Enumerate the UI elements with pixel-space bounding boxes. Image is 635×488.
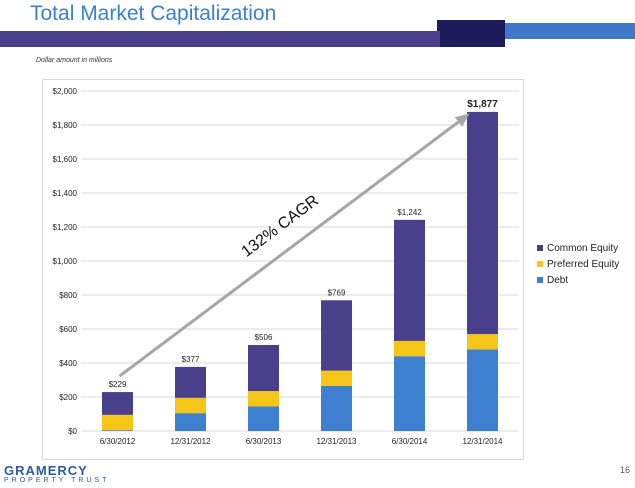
y-tick-label: $600 bbox=[59, 325, 77, 334]
y-tick-label: $0 bbox=[68, 427, 77, 436]
bar-total-label: $377 bbox=[182, 355, 200, 364]
y-tick-label: $1,200 bbox=[53, 223, 78, 232]
bar-total-label: $229 bbox=[109, 380, 127, 389]
legend-swatch-common-equity bbox=[537, 245, 543, 251]
logo-main-text: GRAMERCY bbox=[4, 463, 88, 478]
bar-total-label: $506 bbox=[255, 333, 273, 342]
chart-subtitle: Dollar amount in millions bbox=[36, 57, 113, 64]
x-tick-label: 12/31/2013 bbox=[316, 437, 357, 446]
legend-item-debt: Debt bbox=[537, 272, 619, 288]
bar-segment-debt bbox=[175, 413, 206, 431]
bar-segment-debt bbox=[321, 385, 352, 431]
bar-segment-preferred-equity bbox=[394, 340, 425, 357]
bar-segment-common-equity bbox=[321, 300, 352, 371]
legend-item-common-equity: Common Equity bbox=[537, 240, 619, 256]
bar-segment-debt bbox=[102, 430, 133, 431]
bar-segment-preferred-equity bbox=[175, 397, 206, 414]
header-band-purple bbox=[0, 31, 440, 47]
header-band-navy bbox=[440, 31, 505, 47]
y-tick-label: $1,800 bbox=[53, 121, 78, 130]
legend-label-debt: Debt bbox=[547, 274, 569, 286]
bar-segment-preferred-equity bbox=[102, 414, 133, 431]
logo-sub-text: PROPERTY TRUST bbox=[4, 477, 110, 484]
page-number: 16 bbox=[620, 465, 631, 475]
bar-segment-preferred-equity bbox=[248, 391, 279, 407]
bar-segment-debt bbox=[394, 356, 425, 431]
x-tick-label: 6/30/2014 bbox=[392, 437, 428, 446]
y-tick-label: $2,000 bbox=[53, 87, 78, 96]
market-cap-chart: $0 $200 $400 $600 $800 $1,000 $1,200 $1,400 $1,6… bbox=[53, 87, 519, 446]
header-band-navy-top bbox=[437, 20, 505, 31]
bar-segment-preferred-equity bbox=[321, 370, 352, 386]
x-tick-label: 12/31/2014 bbox=[462, 437, 503, 446]
legend-label-common-equity: Common Equity bbox=[547, 242, 619, 254]
bar-total-label: $769 bbox=[328, 288, 346, 297]
y-tick-label: $1,400 bbox=[53, 189, 78, 198]
bar-segment-preferred-equity bbox=[467, 334, 498, 350]
x-tick-label: 6/30/2012 bbox=[100, 437, 136, 446]
slide-title: Total Market Capitalization bbox=[30, 2, 277, 25]
legend-item-preferred-equity: Preferred Equity bbox=[537, 256, 619, 272]
bar-segment-debt bbox=[467, 349, 498, 431]
x-tick-label: 12/31/2012 bbox=[170, 437, 211, 446]
company-logo: GRAMERCY PROPERTY TRUST bbox=[4, 463, 109, 484]
bar-segment-common-equity bbox=[102, 392, 133, 415]
legend: Common Equity Preferred Equity Debt bbox=[537, 240, 619, 288]
header-band-blue bbox=[505, 23, 635, 39]
y-tick-label: $800 bbox=[59, 291, 77, 300]
legend-swatch-debt bbox=[537, 277, 543, 283]
bar-segment-common-equity bbox=[394, 219, 425, 341]
bar-segment-common-equity bbox=[175, 366, 206, 398]
cagr-annotation: 132% CAGR bbox=[239, 192, 322, 261]
x-tick-label: 6/30/2013 bbox=[246, 437, 282, 446]
y-tick-label: $400 bbox=[59, 359, 77, 368]
y-tick-label: $1,000 bbox=[53, 257, 78, 266]
bar-total-label: $1,242 bbox=[397, 208, 422, 217]
y-tick-label: $1,600 bbox=[53, 155, 78, 164]
bar-total-label: $1,877 bbox=[467, 99, 498, 110]
legend-label-preferred-equity: Preferred Equity bbox=[547, 258, 620, 270]
cagr-arrow-head bbox=[454, 113, 470, 127]
y-tick-label: $200 bbox=[59, 393, 77, 402]
legend-swatch-preferred-equity bbox=[537, 261, 543, 267]
cagr-arrow-line bbox=[118, 114, 468, 378]
bar-segment-common-equity bbox=[248, 344, 279, 392]
bar-segment-debt bbox=[248, 406, 279, 431]
bar-segment-common-equity bbox=[467, 111, 498, 335]
chart-frame: $0 $200 $400 $600 $800 $1,000 $1,200 $1,400 $1,6… bbox=[42, 79, 524, 460]
